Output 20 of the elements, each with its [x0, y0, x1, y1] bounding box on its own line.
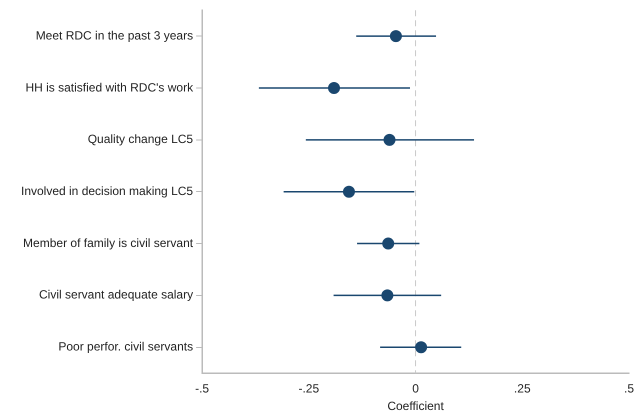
y-tick-label: Meet RDC in the past 3 years	[36, 28, 194, 42]
point	[342, 186, 355, 198]
point	[390, 30, 402, 42]
x-tick-label: -.5	[195, 382, 210, 396]
y-tick-label: Poor perfor. civil servants	[58, 340, 194, 354]
point	[382, 238, 394, 250]
x-tick-label: .5	[624, 382, 634, 396]
x-tick-label: .25	[514, 382, 531, 396]
y-tick-label: Civil servant adequate salary	[39, 288, 194, 302]
x-axis-title: Coefficient	[387, 399, 444, 414]
y-tick-label: Member of family is civil servant	[23, 236, 194, 250]
y-tick-label: Involved in decision making LC5	[20, 184, 194, 198]
point	[415, 341, 428, 354]
y-tick-label: HH is satisfied with RDC's work	[25, 80, 194, 94]
x-tick-label: 0	[412, 382, 420, 396]
point	[328, 82, 340, 94]
point	[384, 134, 396, 146]
y-tick-label: Quality change LC5	[88, 132, 194, 146]
point	[381, 289, 394, 302]
x-tick-label: -.25	[298, 382, 320, 396]
